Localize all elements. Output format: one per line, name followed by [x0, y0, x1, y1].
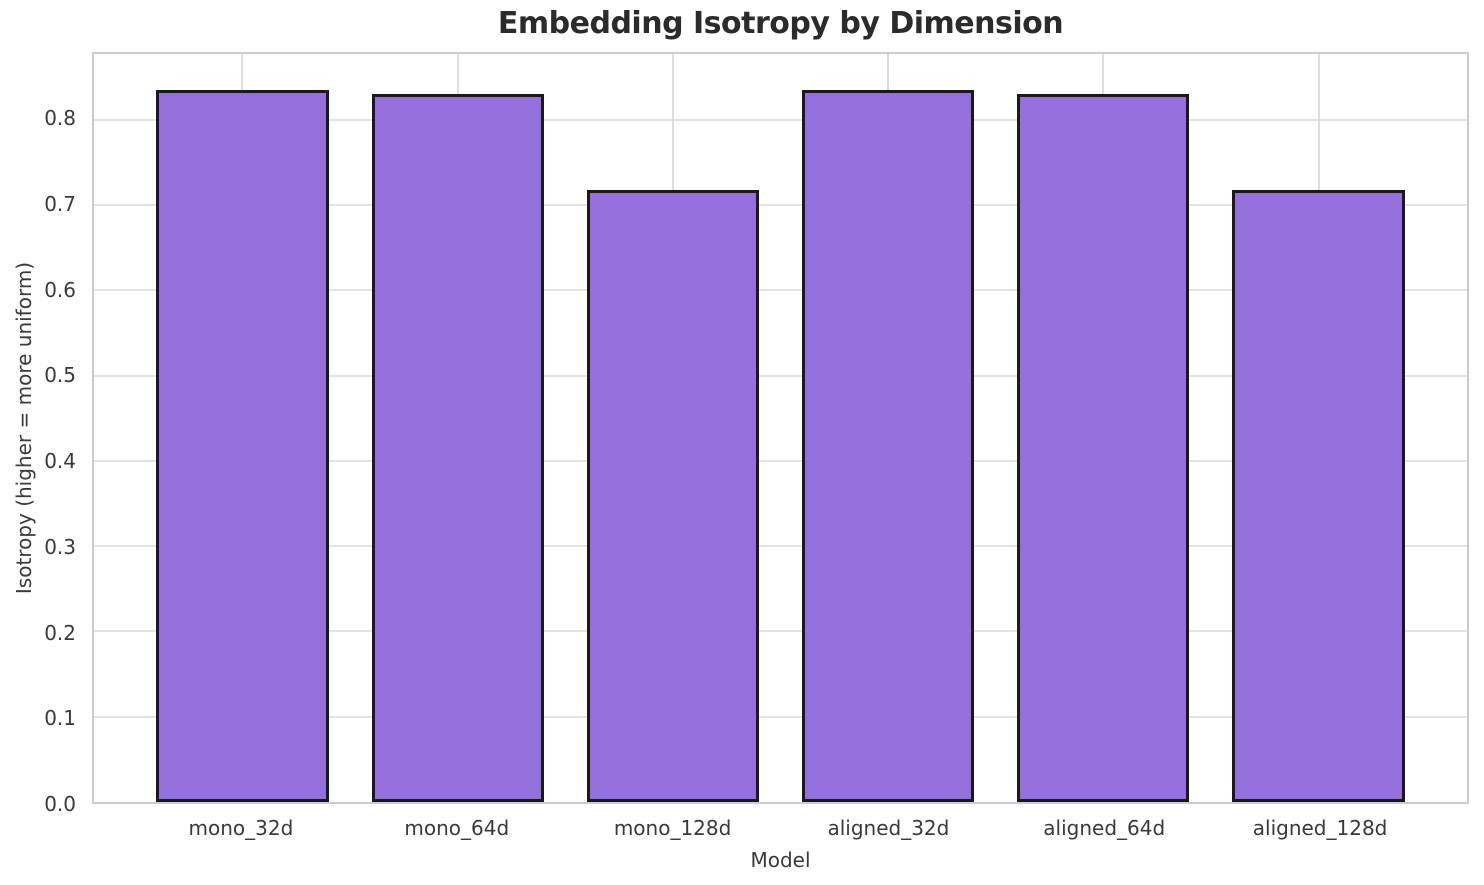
bar-aligned_128d	[1232, 189, 1405, 802]
x-tick-label: aligned_32d	[827, 816, 950, 840]
y-tick-label: 0.1	[44, 706, 76, 731]
y-tick-label: 0.4	[44, 449, 76, 473]
gridline-horizontal	[94, 118, 1467, 121]
plot-area	[92, 52, 1469, 804]
x-tick-label: aligned_64d	[1043, 816, 1166, 840]
bar-mono_32d	[156, 89, 329, 802]
gridline-horizontal	[94, 459, 1467, 462]
y-tick-label: 0.7	[44, 191, 76, 216]
x-tick-label: mono_32d	[188, 816, 294, 840]
x-tick-label: mono_64d	[404, 816, 510, 840]
y-tick-label: 0.2	[44, 620, 76, 645]
y-tick-label: 0.8	[44, 106, 76, 131]
y-tick-label: 0.5	[44, 363, 76, 388]
chart-title: Embedding Isotropy by Dimension	[497, 6, 1064, 41]
gridline-horizontal	[94, 374, 1467, 377]
bar-mono_64d	[371, 94, 544, 802]
y-tick-label: 0.6	[44, 277, 76, 302]
gridline-horizontal	[94, 289, 1467, 292]
y-axis-label: Isotropy (higher = more uniform)	[12, 261, 36, 595]
bar-aligned_64d	[1017, 94, 1190, 802]
gridline-horizontal	[94, 715, 1467, 718]
x-tick-label: aligned_128d	[1252, 816, 1388, 840]
gridline-horizontal	[94, 203, 1467, 206]
bar-aligned_32d	[802, 89, 975, 802]
gridline-horizontal	[94, 545, 1467, 548]
y-tick-label: 0.0	[44, 792, 76, 816]
x-tick-label: mono_128d	[613, 816, 732, 840]
x-axis-label: Model	[750, 848, 811, 872]
bar-mono_128d	[586, 189, 759, 802]
gridline-horizontal	[94, 630, 1467, 633]
y-tick-label: 0.3	[44, 534, 76, 559]
